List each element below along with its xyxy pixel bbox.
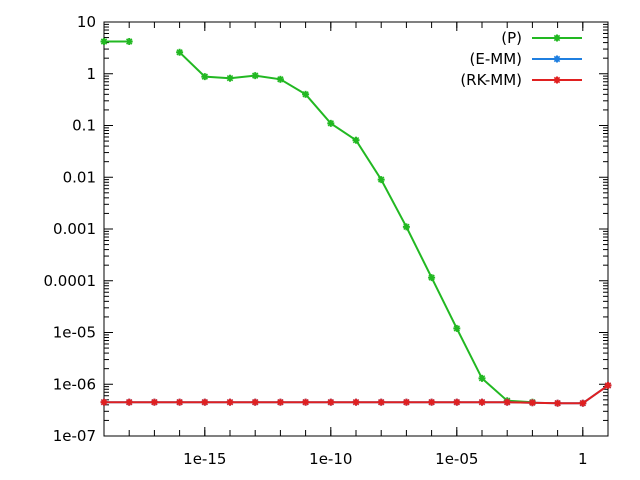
axes: 10 1 0.1 0.01 0.001 0.0001 1e-05 1e-06 1e-07 1e-1… bbox=[44, 13, 609, 468]
data-point bbox=[528, 399, 536, 407]
data-point bbox=[100, 398, 108, 406]
data-point bbox=[302, 398, 310, 406]
y-tick-label: 1 bbox=[86, 65, 96, 83]
data-point bbox=[251, 72, 259, 80]
data-point bbox=[201, 73, 209, 81]
data-point bbox=[553, 55, 561, 63]
data-point bbox=[478, 398, 486, 406]
data-point bbox=[226, 74, 234, 82]
data-point bbox=[553, 34, 561, 42]
y-tick-label: 1e-05 bbox=[53, 324, 96, 342]
data-point bbox=[579, 399, 587, 407]
data-point bbox=[201, 398, 209, 406]
x-tick-label: 1e-05 bbox=[435, 450, 478, 468]
plot-frame bbox=[103, 21, 609, 437]
legend-label: (RK-MM) bbox=[460, 71, 522, 89]
data-point bbox=[352, 136, 360, 144]
y-tick-label: 0.001 bbox=[53, 220, 96, 238]
data-point bbox=[553, 76, 561, 84]
data-point bbox=[176, 398, 184, 406]
series-rk-mm bbox=[100, 381, 612, 407]
series-p bbox=[100, 37, 536, 406]
x-tick-label: 1e-15 bbox=[183, 450, 226, 468]
data-point bbox=[226, 398, 234, 406]
data-point bbox=[478, 374, 486, 382]
y-tick-label: 10 bbox=[77, 13, 96, 31]
x-tick-label: 1e-10 bbox=[309, 450, 352, 468]
data-point bbox=[402, 223, 410, 231]
y-tick-label: 1e-06 bbox=[53, 375, 96, 393]
legend-label: (P) bbox=[501, 29, 522, 47]
y-tick-label: 0.0001 bbox=[44, 272, 97, 290]
y-tick-label: 0.01 bbox=[63, 168, 96, 186]
legend-item-p: (P) bbox=[501, 29, 582, 47]
data-point bbox=[503, 398, 511, 406]
data-point bbox=[125, 37, 133, 45]
data-point bbox=[150, 398, 158, 406]
series-layer bbox=[100, 37, 612, 407]
legend-item-e-mm: (E-MM) bbox=[470, 50, 582, 68]
data-point bbox=[176, 48, 184, 56]
data-point bbox=[327, 398, 335, 406]
data-point bbox=[327, 119, 335, 127]
data-point bbox=[276, 75, 284, 83]
data-point bbox=[428, 274, 436, 282]
x-tick-label: 1 bbox=[578, 450, 588, 468]
data-point bbox=[377, 398, 385, 406]
data-point bbox=[402, 398, 410, 406]
legend-item-rk-mm: (RK-MM) bbox=[460, 71, 582, 89]
data-point bbox=[554, 399, 562, 407]
series-line bbox=[178, 51, 533, 404]
y-tick-label: 0.1 bbox=[72, 117, 96, 135]
legend-label: (E-MM) bbox=[470, 50, 522, 68]
data-point bbox=[251, 398, 259, 406]
legend: (P) (E-MM) (RK-MM) bbox=[460, 29, 582, 89]
data-point bbox=[302, 90, 310, 98]
y-tick-label: 1e-07 bbox=[53, 427, 96, 445]
data-point bbox=[100, 37, 108, 45]
data-point bbox=[453, 324, 461, 332]
data-point bbox=[604, 381, 612, 389]
data-point bbox=[352, 398, 360, 406]
data-point bbox=[453, 398, 461, 406]
data-point bbox=[428, 398, 436, 406]
data-point bbox=[125, 398, 133, 406]
data-point bbox=[377, 176, 385, 184]
data-point bbox=[276, 398, 284, 406]
